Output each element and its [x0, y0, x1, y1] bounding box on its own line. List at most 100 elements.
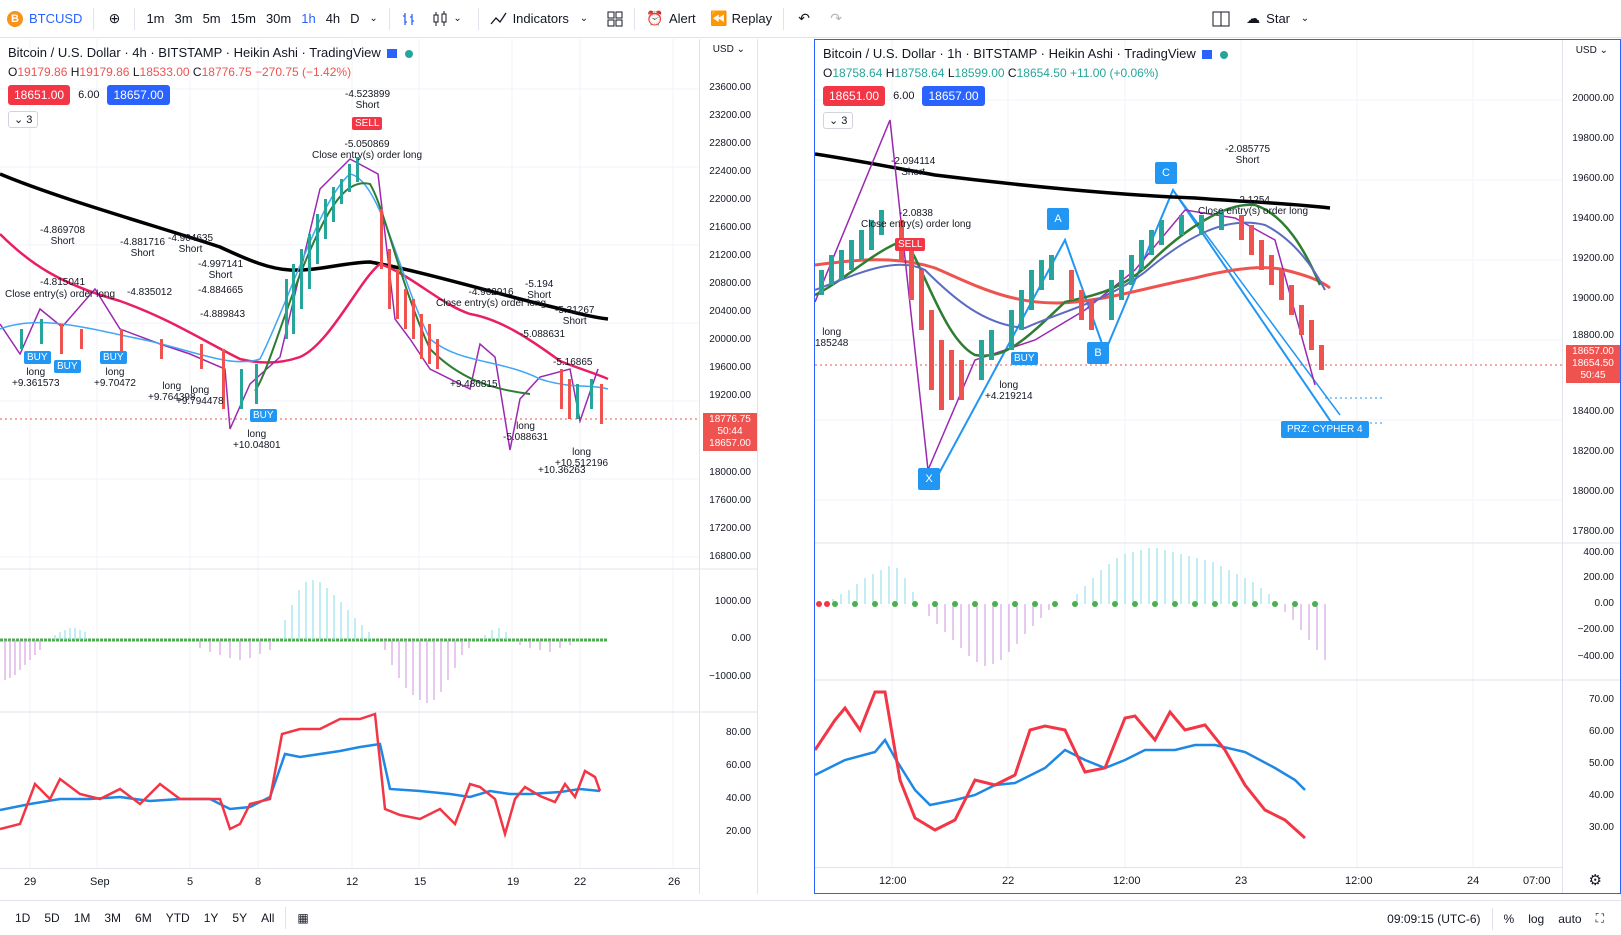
annotation: -4.889843 — [200, 309, 246, 320]
range-ytd[interactable]: YTD — [165, 911, 190, 925]
flag-icon[interactable] — [1201, 50, 1212, 60]
ema-black-line — [0, 172, 609, 321]
indicator-collapse-button[interactable]: ⌄ 3 — [823, 112, 854, 129]
rsi-tick: 40.00 — [1588, 790, 1614, 801]
range-1d[interactable]: 1D — [15, 911, 31, 925]
tf-d[interactable]: D — [350, 11, 360, 26]
rsi-tick: 70.00 — [1588, 694, 1614, 705]
redo-button[interactable]: ↷ — [820, 0, 852, 38]
chevron-down-icon: ⌄ — [579, 13, 589, 24]
left-chart-legend[interactable]: Bitcoin / U.S. Dollar · 4h · BITSTAMP · … — [8, 45, 413, 60]
rsi-tick: 30.00 — [1588, 822, 1614, 833]
right-time-axis[interactable]: 12:00 22 12:00 23 12:00 24 07:00 — [815, 867, 1562, 893]
sell-price-button[interactable]: 18651.00 — [8, 85, 71, 105]
price-tick: 19200.00 — [1572, 253, 1614, 264]
rsi-tick: 80.00 — [725, 727, 751, 738]
chart-pane-right[interactable]: Bitcoin / U.S. Dollar · 1h · BITSTAMP · … — [814, 39, 1621, 894]
left-time-axis[interactable]: 29 Sep 5 8 12 15 19 22 26 29 — [0, 868, 699, 894]
annotation: long -5.088631 — [503, 421, 549, 443]
layout-name-button[interactable]: ☁ Star ⌄ — [1237, 0, 1321, 38]
bar-countdown: 50:44 — [717, 426, 743, 437]
right-chart-legend[interactable]: Bitcoin / U.S. Dollar · 1h · BITSTAMP · … — [823, 46, 1228, 61]
chart-settings-button[interactable]: ⚙ — [1589, 871, 1602, 889]
sell-price-button[interactable]: 18651.00 — [823, 86, 886, 106]
split-layout-button[interactable] — [1205, 0, 1237, 38]
clock[interactable]: 09:09:15 (UTC-6) — [1387, 911, 1481, 926]
right-trade-badges: 18651.00 6.00 18657.00 — [823, 86, 985, 106]
alert-label: Alert — [668, 11, 696, 26]
buy-price-button[interactable]: 18657.00 — [107, 85, 170, 105]
go-to-date-button[interactable]: ▦ — [290, 911, 315, 925]
indicators-button[interactable]: Indicators ⌄ — [483, 0, 600, 38]
left-chart-canvas[interactable] — [0, 39, 757, 894]
auto-scale-toggle[interactable]: auto — [1558, 911, 1582, 926]
tf-30m[interactable]: 30m — [265, 11, 292, 26]
price-tick: 17600.00 — [709, 495, 751, 506]
tf-3m[interactable]: 3m — [174, 11, 193, 26]
prz-label: PRZ: CYPHER 4 — [1281, 421, 1369, 438]
layout-button[interactable] — [600, 0, 630, 38]
range-1m[interactable]: 1M — [73, 911, 91, 925]
buy-signal-tag: BUY — [54, 360, 81, 373]
alert-button[interactable]: ⏰ Alert — [639, 0, 703, 38]
left-price-axis[interactable]: USD ⌄ 23600.00 23200.00 22800.00 22400.0… — [699, 39, 757, 894]
percent-scale-toggle[interactable]: % — [1503, 911, 1515, 926]
zigzag-line — [815, 119, 1316, 473]
tf-15m[interactable]: 15m — [230, 11, 256, 26]
range-1y[interactable]: 1Y — [203, 911, 219, 925]
range-6m[interactable]: 6M — [135, 911, 152, 925]
chevron-down-icon[interactable]: ⌄ — [369, 13, 378, 24]
log-scale-toggle[interactable]: log — [1528, 911, 1545, 926]
right-chart-canvas[interactable] — [815, 40, 1620, 893]
buy-price-button[interactable]: 18657.00 — [922, 86, 985, 106]
left-rsi-red-line — [0, 712, 602, 839]
divider — [783, 7, 785, 30]
tf-1h[interactable]: 1h — [301, 11, 316, 26]
annotation: long +9.361573 — [12, 367, 60, 389]
rsi-tick: 50.00 — [1588, 758, 1614, 769]
bar-style-button[interactable] — [394, 0, 424, 38]
tf-4h[interactable]: 4h — [325, 11, 341, 26]
replay-button[interactable]: ⏪ Replay — [703, 0, 779, 38]
bitcoin-icon: B — [7, 10, 23, 27]
right-ohlc: O18758.64 H18758.64 L18599.00 C18654.50 … — [823, 66, 1159, 80]
tf-5m[interactable]: 5m — [202, 11, 221, 26]
sell-signal-tag: SELL — [895, 238, 926, 251]
right-macd-histogram — [816, 548, 1326, 666]
price-tick: 18000.00 — [709, 467, 751, 478]
alarm-clock-icon: ⏰ — [646, 10, 664, 26]
price-tick: 19000.00 — [1572, 293, 1614, 304]
market-status-icon — [1219, 50, 1228, 59]
range-all[interactable]: All — [261, 911, 275, 925]
compare-button[interactable]: ⊕ — [98, 0, 130, 38]
left-macd-histogram — [0, 580, 608, 703]
macd-tick: 200.00 — [1583, 572, 1614, 583]
flag-icon[interactable] — [386, 49, 397, 59]
range-5d[interactable]: 5D — [44, 911, 60, 925]
plus-circle-icon: ⊕ — [108, 10, 121, 26]
right-currency-select[interactable]: USD ⌄ — [1575, 45, 1608, 56]
time-tick: 8 — [255, 876, 262, 888]
time-tick: 22 — [1002, 875, 1015, 887]
indicator-collapse-button[interactable]: ⌄ 3 — [8, 111, 39, 128]
fullscreen-button[interactable]: ⛶ — [1589, 911, 1611, 926]
divider — [134, 7, 136, 30]
right-price-axis[interactable]: USD ⌄ 20000.00 19800.00 19600.00 19400.0… — [1562, 40, 1620, 893]
bottom-right-controls: 09:09:15 (UTC-6) % log auto ⛶ — [1380, 901, 1621, 935]
price-tick: 19400.00 — [1572, 213, 1614, 224]
annotation: -4.523899 Short — [345, 89, 391, 111]
chart-type-button[interactable]: ⌄ — [424, 0, 474, 38]
price-tick: 17800.00 — [1572, 526, 1614, 537]
symbol-search[interactable]: B BTCUSD — [0, 0, 89, 38]
chart-pane-left[interactable]: Bitcoin / U.S. Dollar · 4h · BITSTAMP · … — [0, 39, 757, 894]
range-3m[interactable]: 3M — [104, 911, 122, 925]
undo-button[interactable]: ↶ — [788, 0, 820, 38]
annotation: -5.31267 Short — [555, 305, 595, 327]
pattern-point-a: A — [1047, 208, 1069, 230]
range-5y[interactable]: 5Y — [232, 911, 248, 925]
macd-tick: 0.00 — [1594, 598, 1614, 609]
bid-price: 18657.00 — [709, 438, 751, 449]
currency-label: USD — [1575, 45, 1597, 56]
left-currency-select[interactable]: USD ⌄ — [712, 44, 745, 55]
tf-1m[interactable]: 1m — [146, 11, 165, 26]
